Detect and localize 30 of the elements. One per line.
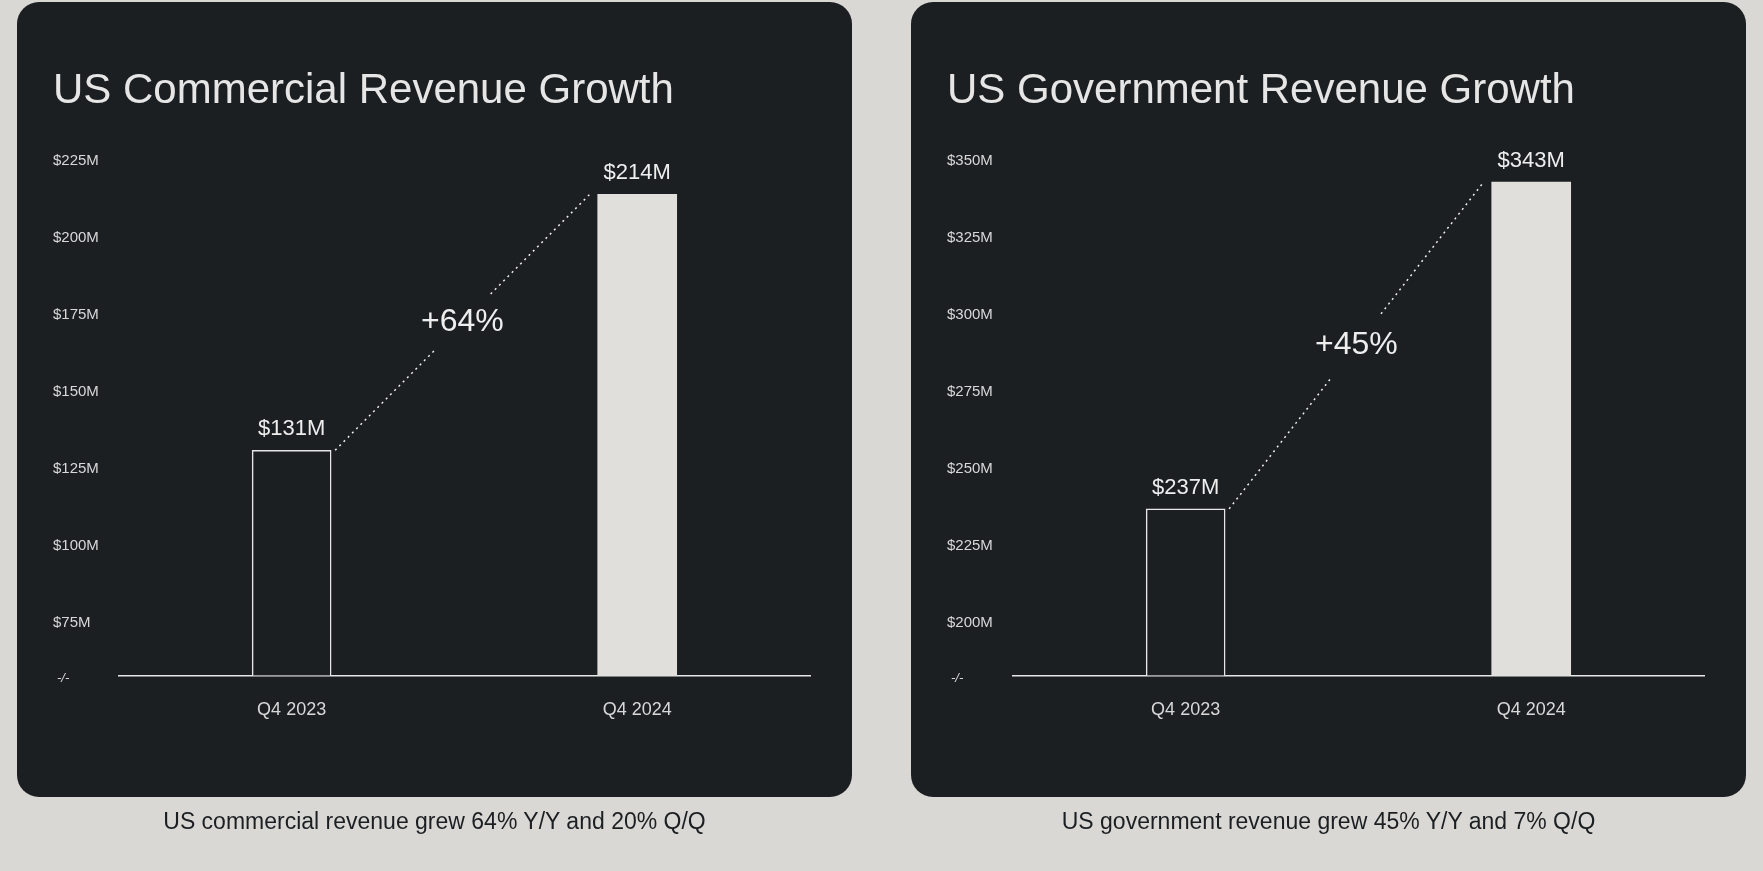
y-tick-label: $75M: [53, 613, 91, 631]
text: US commercial revenue grew 64% Y/Y and 20% Q/Q: [162, 808, 707, 835]
data-label: $237M: [1152, 473, 1220, 499]
y-tick-label: $150M: [53, 381, 99, 399]
text: -/-: [951, 670, 964, 685]
data-label: $343M: [1497, 147, 1565, 173]
y-tick-label: $225M: [947, 536, 993, 554]
y-tick-label: $250M: [947, 458, 993, 476]
x-tick-label: Q4 2023: [1151, 699, 1221, 720]
text: US government revenue grew 45% Y/Y and 7% Q/Q: [1060, 808, 1597, 835]
annotation: +45%: [1315, 325, 1398, 362]
data-label: $214M: [603, 159, 671, 185]
data-label: $131M: [258, 415, 326, 441]
chart-title: US Government Revenue Growth: [947, 64, 1575, 112]
chart-title: US Commercial Revenue Growth: [53, 64, 674, 112]
y-tick-label: $300M: [947, 304, 993, 322]
annotation: +64%: [421, 302, 504, 339]
y-tick-label: $125M: [53, 458, 99, 476]
x-tick-label: Q4 2024: [602, 699, 672, 720]
y-tick-label: $175M: [53, 304, 99, 322]
y-tick-label: $200M: [947, 613, 993, 631]
x-tick-label: Q4 2024: [1496, 699, 1566, 720]
y-tick-label: $275M: [947, 381, 993, 399]
y-tick-label: $350M: [947, 150, 993, 168]
y-tick-label: $325M: [947, 227, 993, 245]
text: -/-: [57, 670, 70, 685]
y-tick-label: $200M: [53, 227, 99, 245]
x-tick-label: Q4 2023: [257, 699, 327, 720]
y-tick-label: $225M: [53, 150, 99, 168]
y-tick-label: $100M: [53, 536, 99, 554]
